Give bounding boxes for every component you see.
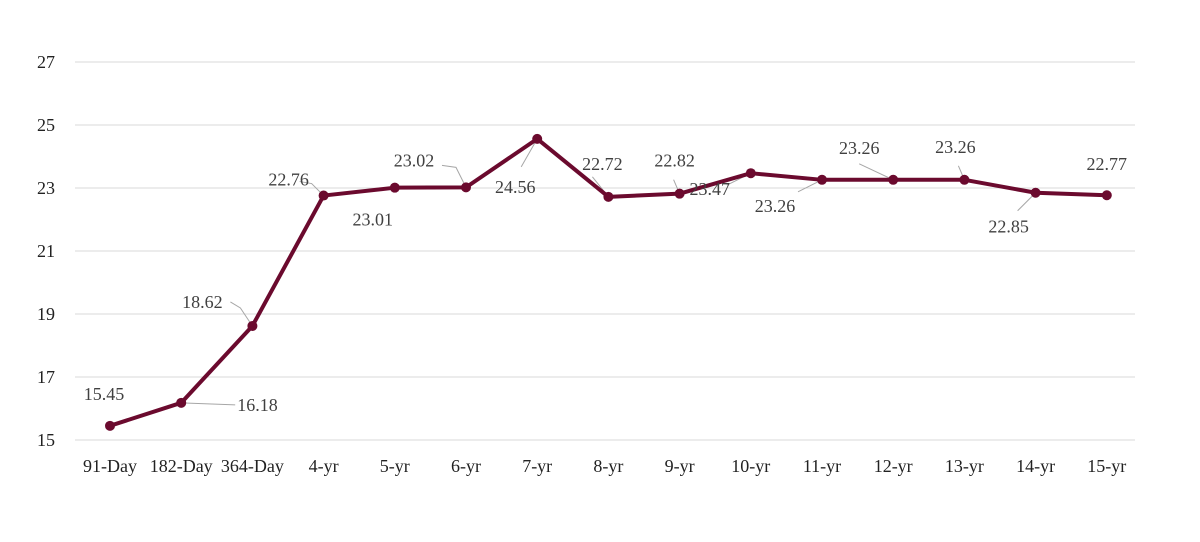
data-label: 24.56 xyxy=(495,177,536,197)
data-label: 18.62 xyxy=(182,292,223,312)
data-point xyxy=(674,188,685,199)
x-tick-label: 14-yr xyxy=(1016,456,1055,476)
x-tick-label: 6-yr xyxy=(451,456,481,476)
data-label: 22.77 xyxy=(1087,154,1128,174)
data-point xyxy=(1101,190,1112,201)
data-point xyxy=(247,320,258,331)
x-tick-label: 4-yr xyxy=(309,456,339,476)
data-point xyxy=(745,168,756,179)
data-label: 23.01 xyxy=(353,210,394,230)
x-tick-label: 9-yr xyxy=(665,456,695,476)
data-point xyxy=(888,174,899,185)
y-tick-label: 27 xyxy=(37,52,55,72)
data-point xyxy=(389,182,400,193)
data-label: 23.02 xyxy=(394,150,435,170)
data-label: 23.26 xyxy=(839,138,880,158)
y-tick-label: 25 xyxy=(37,115,55,135)
data-label: 16.18 xyxy=(237,395,278,415)
label-leader-line xyxy=(520,138,538,168)
gridlines xyxy=(75,61,1135,441)
y-tick-label: 19 xyxy=(37,304,55,324)
x-tick-label: 15-yr xyxy=(1087,456,1126,476)
y-axis-ticks: 15 17 19 21 23 25 27 xyxy=(37,52,55,450)
y-tick-label: 21 xyxy=(37,241,55,261)
series-line-path xyxy=(108,136,1109,428)
data-point xyxy=(176,397,187,408)
x-tick-label: 13-yr xyxy=(945,456,984,476)
label-leader-line xyxy=(181,402,236,406)
y-tick-label: 23 xyxy=(37,178,55,198)
x-axis-ticks: 91-Day 182-Day 364-Day 4-yr 5-yr 6-yr 7-yr 8-yr… xyxy=(83,456,1126,476)
y-tick-label: 15 xyxy=(37,430,55,450)
x-tick-label: 7-yr xyxy=(522,456,552,476)
data-label: 22.82 xyxy=(654,151,695,171)
data-point xyxy=(532,133,543,144)
label-leader-line xyxy=(858,163,894,181)
data-label: 23.47 xyxy=(690,179,731,199)
x-tick-label: 12-yr xyxy=(874,456,913,476)
data-point xyxy=(817,174,827,185)
data-point xyxy=(105,420,115,431)
x-tick-label: 11-yr xyxy=(803,456,841,476)
y-tick-label: 17 xyxy=(37,367,55,387)
data-point xyxy=(1030,187,1041,198)
x-tick-label: 10-yr xyxy=(731,456,770,476)
data-label: 15.45 xyxy=(84,384,125,404)
data-label: 22.76 xyxy=(268,170,309,190)
label-leader-line xyxy=(299,181,322,194)
data-label: 23.26 xyxy=(935,137,976,157)
data-points xyxy=(105,133,1112,431)
label-leader-line xyxy=(441,164,467,188)
x-tick-label: 5-yr xyxy=(380,456,410,476)
x-tick-label: 91-Day xyxy=(83,456,137,476)
data-point xyxy=(603,191,614,202)
x-tick-label: 182-Day xyxy=(150,456,213,476)
data-label: 23.26 xyxy=(755,196,796,216)
data-point xyxy=(461,182,471,193)
data-point xyxy=(318,190,329,201)
series-line xyxy=(108,136,1109,428)
data-label: 22.85 xyxy=(988,217,1029,237)
data-point xyxy=(959,174,970,185)
data-labels: 15.45 16.18 18.62 22.76 23.01 23.02 24.56 22.72… xyxy=(84,137,1127,415)
data-label: 22.72 xyxy=(582,154,623,174)
label-leader-line xyxy=(230,301,253,327)
x-tick-label: 364-Day xyxy=(221,456,284,476)
x-tick-label: 8-yr xyxy=(593,456,623,476)
